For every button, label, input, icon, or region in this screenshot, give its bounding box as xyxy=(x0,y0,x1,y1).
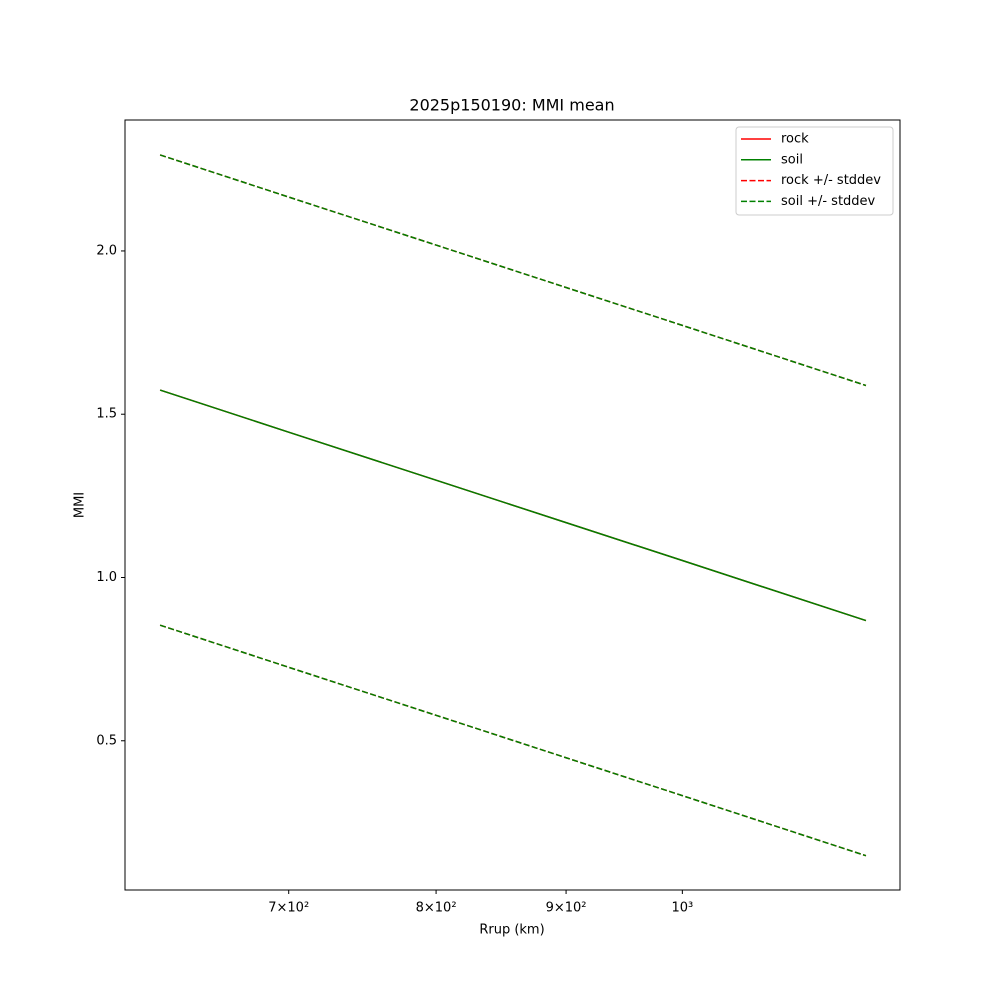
legend-label: rock xyxy=(781,132,809,147)
x-tick-label: 10³ xyxy=(671,901,693,916)
plot-frame xyxy=(124,119,901,891)
line xyxy=(159,389,867,622)
x-tick-label: 8×10² xyxy=(416,901,457,916)
y-tick-label: 1.0 xyxy=(96,570,117,585)
x-tick-label: 7×10² xyxy=(268,901,309,916)
line xyxy=(159,624,867,857)
legend-label: soil xyxy=(781,152,803,167)
y-tick-label: 2.0 xyxy=(96,243,117,258)
x-tick-label: 9×10² xyxy=(546,901,587,916)
y-axis-label: MMI xyxy=(73,492,88,518)
x-axis-label: Rrup (km) xyxy=(479,923,544,938)
legend-box xyxy=(735,126,894,216)
y-tick-label: 0.5 xyxy=(96,733,117,748)
line xyxy=(159,154,867,387)
legend-label: soil +/- stddev xyxy=(781,194,876,209)
chart-title: 2025p150190: MMI mean xyxy=(409,96,614,115)
y-tick-label: 1.5 xyxy=(96,407,117,422)
legend-label: rock +/- stddev xyxy=(781,173,881,188)
